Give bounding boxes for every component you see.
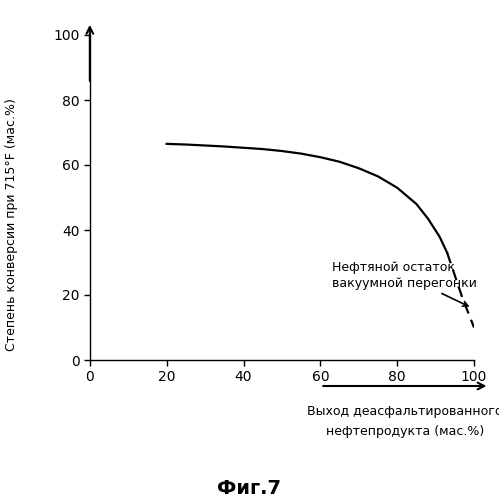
Text: нефтепродукта (мас.%): нефтепродукта (мас.%) [326,425,484,438]
Text: Фиг.7: Фиг.7 [218,478,281,498]
Text: Степень конверсии при 715°F (мас.%): Степень конверсии при 715°F (мас.%) [5,98,18,352]
Text: Выход деасфальтированного: Выход деасфальтированного [307,406,499,418]
Text: Нефтяной остаток
вакуумной перегонки: Нефтяной остаток вакуумной перегонки [332,262,477,306]
